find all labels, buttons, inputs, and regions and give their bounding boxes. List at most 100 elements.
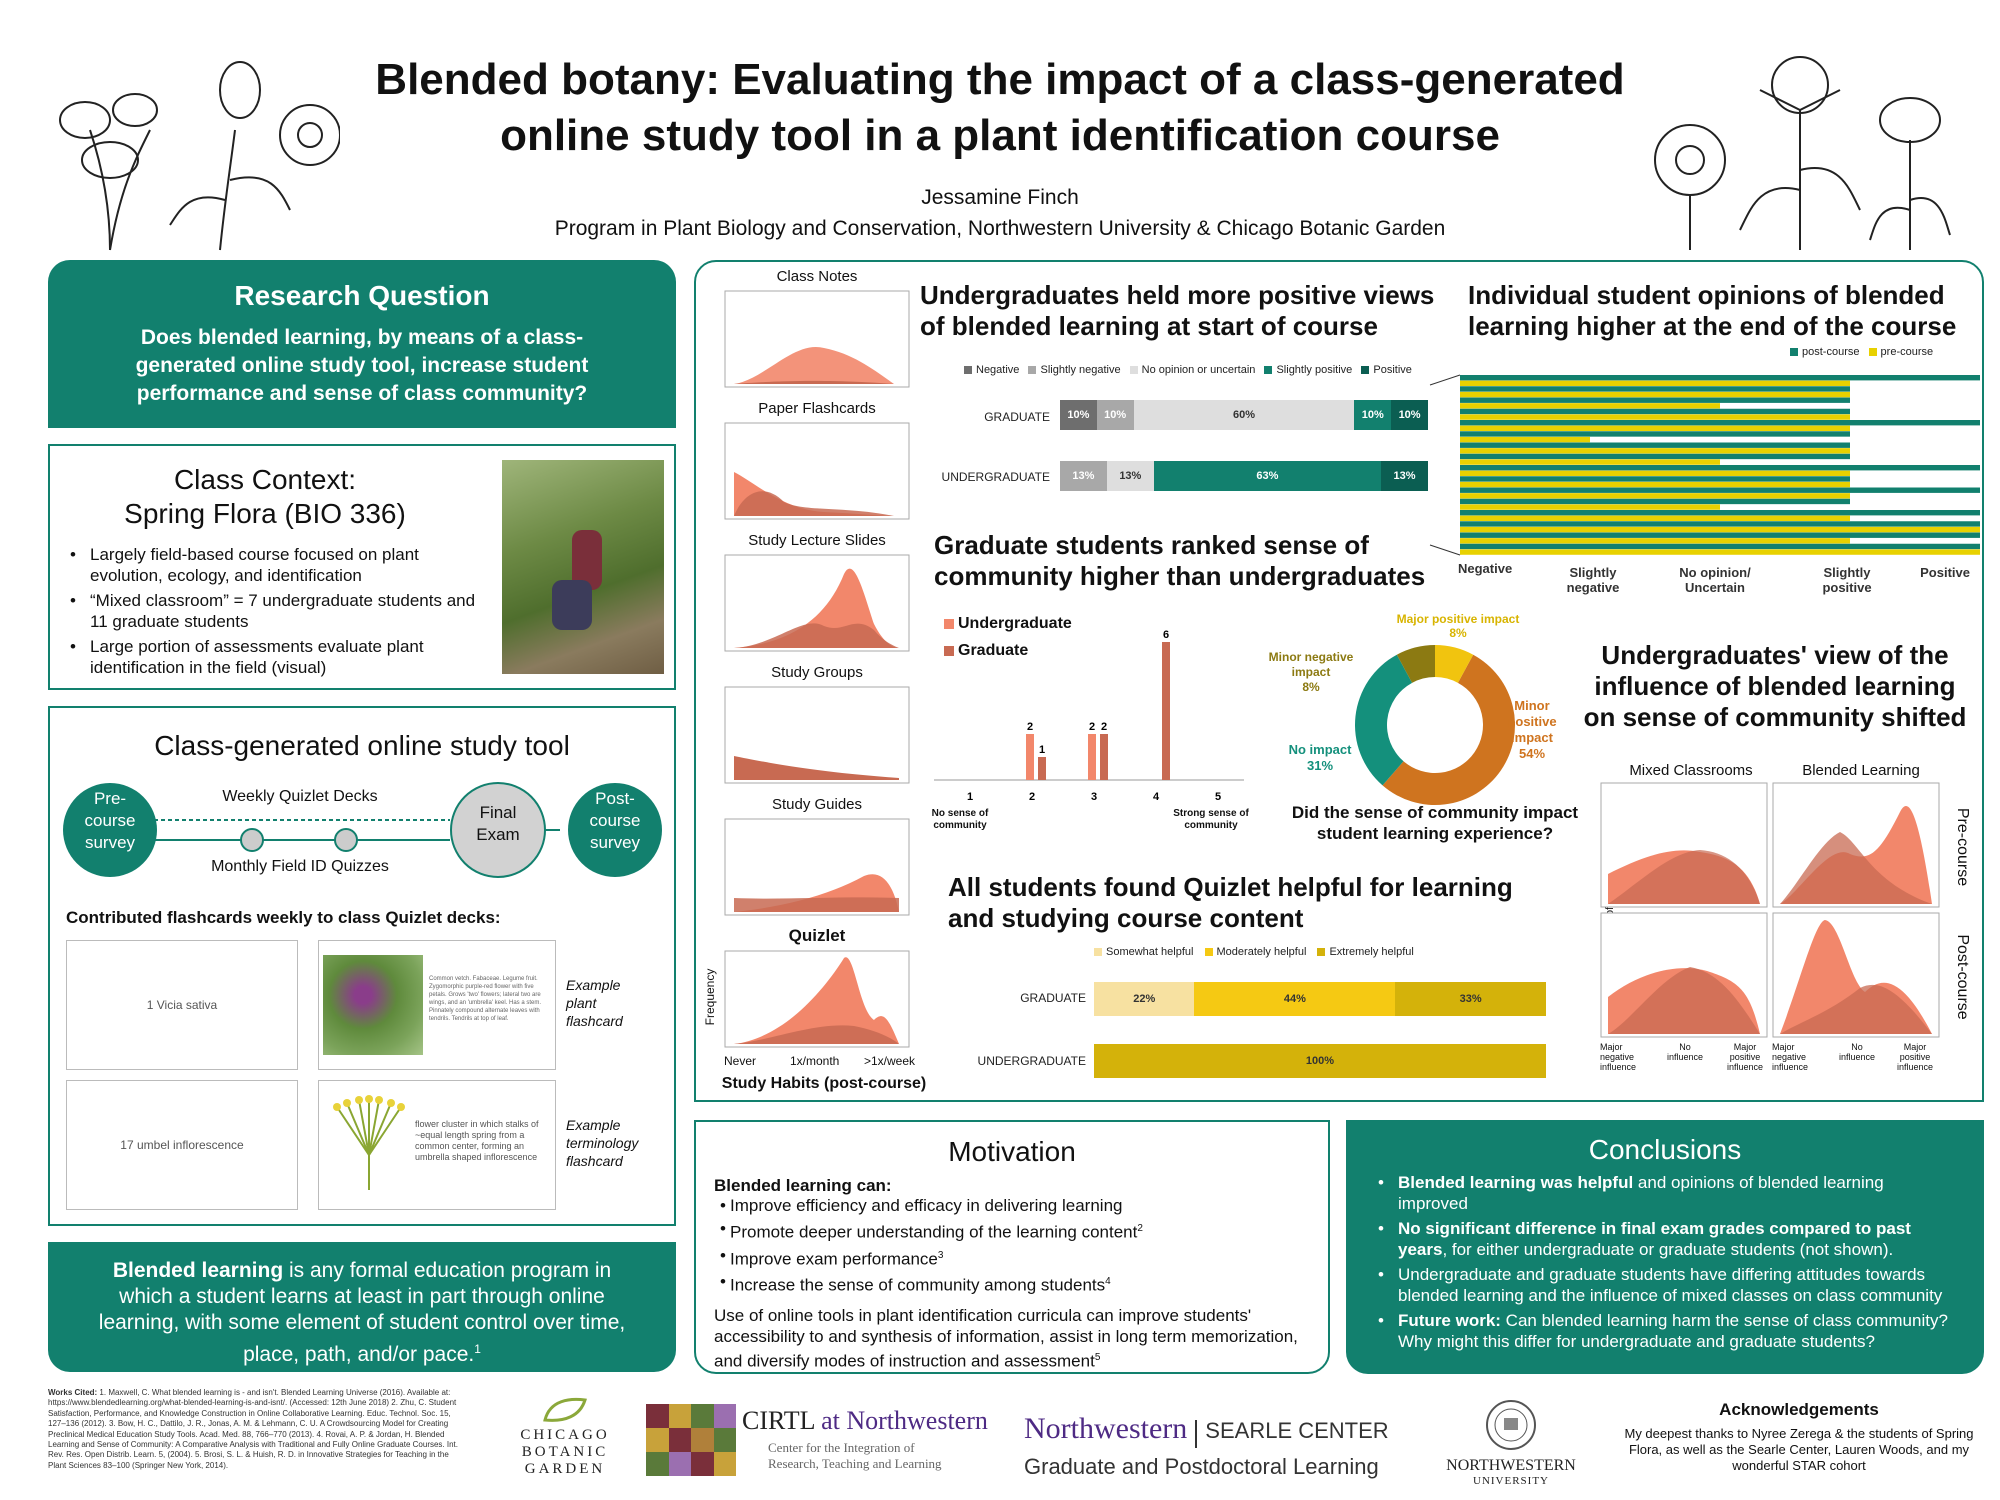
impact-chart-title: Did the sense of community impact studen… [1291, 803, 1579, 843]
conclusions-panel: Conclusions Blended learning was helpful… [1346, 1120, 1984, 1374]
rank-bar-grad [1100, 734, 1108, 780]
individual-post-bar [1460, 487, 1980, 493]
flashcard-def-1: Common vetch. Fabaceae. Legume fruit. Zy… [318, 940, 556, 1070]
shift-col-label: Blended Learning [1802, 762, 1920, 779]
title-line-1: Blended botany: Evaluating the impact of… [375, 55, 1625, 104]
habit-xtick: 1x/month [790, 1054, 840, 1068]
shift-xtick: Major negative influence [1772, 1042, 1809, 1072]
cbg-leaf-icon [543, 1397, 587, 1422]
individual-post-bar [1460, 476, 1850, 482]
impact-label-no-impact: No impact 31% [1288, 742, 1352, 773]
motivation-bullets: Improve efficiency and efficacy in deliv… [714, 1196, 1310, 1295]
habit-xtick: >1x/week [864, 1054, 916, 1068]
individual-pre-bar [1460, 526, 1980, 533]
quizlet-legend: Somewhat helpful Moderately helpful Extr… [1094, 946, 1414, 958]
views-row-label: UNDERGRADUATE [941, 470, 1050, 484]
individual-xlabels: Negative Slightly negative No opinion/ U… [1458, 561, 1970, 601]
flashcard-def-1-text: Common vetch. Fabaceae. Legume fruit. Zy… [429, 976, 542, 1022]
views-row-label: GRADUATE [984, 410, 1050, 424]
individual-post-bar [1460, 532, 1980, 538]
individual-post-bar [1460, 498, 1850, 505]
quizlet-bar-segment: 33% [1395, 982, 1546, 1016]
views-legend-item: Slightly negative [1028, 364, 1121, 376]
class-context-heading-2: Spring Flora (BIO 336) [124, 498, 406, 529]
individual-legend: post-course pre-course [1790, 346, 1933, 358]
cirtl-logo: CIRTL at Northwestern Center for the Int… [646, 1404, 996, 1484]
shift-xtick: Major negative influence [1600, 1042, 1637, 1072]
habit-density [724, 422, 910, 520]
flashcard-term-2-text: 17 umbel inflorescence [120, 1138, 244, 1152]
flashcard-def-2-text: flower cluster in which stalks of ~equal… [415, 1119, 539, 1162]
rank-bar-grad [1162, 642, 1170, 780]
example-terminology-label: Example terminology flashcard [566, 1117, 639, 1169]
quizlet-row-label: GRADUATE [1020, 991, 1086, 1005]
individual-legend-item: post-course [1790, 346, 1859, 358]
individual-pre-bar [1460, 436, 1590, 443]
rank-legend-item: Graduate [944, 637, 1072, 664]
individual-pre-bar [1460, 538, 1850, 544]
individual-post-bar [1460, 420, 1980, 426]
study-habits-ylabel: Frequency [703, 968, 717, 1026]
habit-title: Class Notes [776, 268, 858, 285]
habit-title: Study Groups [771, 664, 863, 681]
individual-post-bar [1460, 543, 1980, 550]
individual-pre-bar [1460, 448, 1850, 454]
blended-definition-panel: Blended learning is any formal education… [48, 1242, 676, 1372]
rank-xtick: 5 [1215, 791, 1221, 803]
views-bar-segment: 13% [1381, 461, 1428, 491]
rank-xlabel-left: No sense of community [931, 808, 989, 831]
class-context-heading-1: Class Context: [173, 464, 357, 495]
views-bar-segment: 10% [1096, 400, 1134, 430]
individual-chart-title: Individual student opinions of blended l… [1468, 280, 1957, 341]
individual-post-bar [1460, 453, 1850, 460]
habit-density [724, 290, 910, 388]
individual-pre-bar [1460, 470, 1850, 477]
blended-definition-bold: Blended learning [112, 1259, 284, 1282]
habit-density [724, 554, 910, 652]
individual-post-bar [1460, 521, 1980, 527]
final-exam-node: Final Exam [476, 803, 520, 844]
habit-title: Study Guides [771, 796, 863, 813]
class-context-bullets: Largely field-based course focused on pl… [64, 544, 494, 682]
individual-post-bar [1460, 442, 1850, 448]
individual-post-bar [1460, 375, 1980, 381]
study-tool-heading: Class-generated online study tool [154, 730, 570, 761]
rank-value-label: 2 [1089, 721, 1095, 733]
northwestern-university-logo: NORTHWESTERN UNIVERSITY [1436, 1398, 1586, 1487]
university-seal-icon [1486, 1400, 1536, 1450]
individual-chart [1429, 374, 1980, 556]
quizlet-row-label: UNDERGRADUATE [977, 1054, 1086, 1068]
rank-value-label: 2 [1101, 721, 1107, 733]
individual-post-bar [1460, 465, 1980, 471]
research-question-heading: Research Question [234, 280, 490, 311]
views-bar-graduate: 10% 10% 60% 10% 10% [1060, 400, 1428, 430]
quizlet-bar-segment: 100% [1094, 1044, 1546, 1078]
rank-xlabel-right: Strong sense of community [1173, 808, 1249, 831]
acknowledgements: Acknowledgements My deepest thanks to Ny… [1616, 1400, 1982, 1474]
author: Jessamine Finch [921, 186, 1079, 209]
individual-pre-bar [1460, 425, 1850, 432]
rank-legend-item: Undergraduate [944, 610, 1072, 637]
impact-slice [1396, 645, 1435, 683]
habit-density [724, 950, 910, 1048]
impact-slice [1435, 645, 1474, 683]
research-question-text: Does blended learning, by means of a cla… [135, 326, 589, 405]
umbel-drawing [333, 1095, 405, 1190]
individual-pre-bar [1460, 549, 1980, 555]
rank-legend: Undergraduate Graduate [944, 610, 1072, 664]
individual-post-bar [1460, 431, 1850, 437]
impact-label-minor-negative: Minor negative impact 8% [1268, 650, 1354, 694]
individual-xlabel: No opinion/ Uncertain [1679, 565, 1751, 595]
individual-xlabel: Slightly positive [1822, 565, 1872, 595]
monthly-quizzes-label: Monthly Field ID Quizzes [211, 858, 389, 875]
conclusion-item: Future work: Can blended learning harm t… [1372, 1310, 1958, 1352]
individual-pre-bar [1460, 481, 1850, 488]
rank-bar-undergrad [1088, 734, 1096, 780]
views-chart-title: Undergraduates held more positive views … [920, 280, 1435, 341]
weekly-decks-label: Weekly Quizlet Decks [222, 788, 378, 805]
context-bullet: Large portion of assessments evaluate pl… [64, 636, 494, 678]
individual-post-bar [1460, 408, 1850, 415]
study-timeline [63, 782, 662, 878]
quizlet-legend-item: Somewhat helpful [1094, 946, 1193, 958]
shift-xtick: Major positive influence [1726, 1042, 1764, 1072]
